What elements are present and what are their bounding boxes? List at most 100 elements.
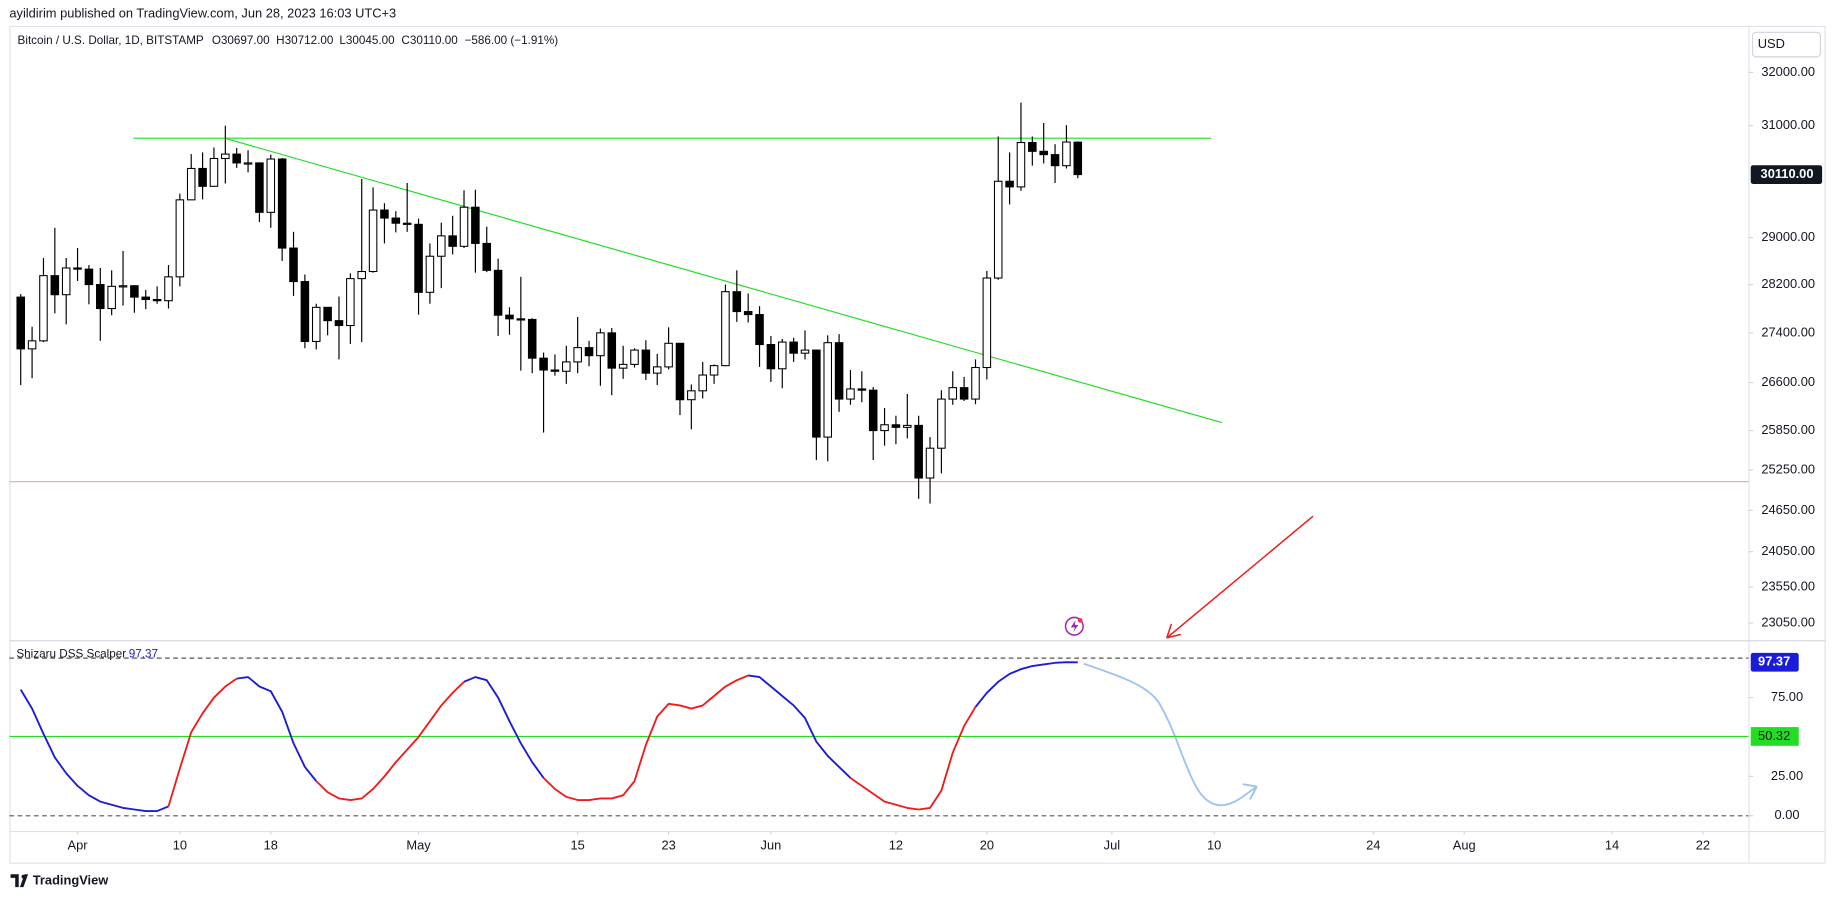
- candle-body: [527, 318, 537, 359]
- candle-body: [186, 167, 196, 201]
- indicator-line: [236, 676, 317, 782]
- candle-body: [937, 398, 946, 449]
- candle-body: [357, 270, 366, 280]
- candle-body: [107, 285, 116, 310]
- candle-body: [607, 332, 617, 369]
- candle-body: [448, 235, 457, 247]
- candle-body: [96, 284, 105, 310]
- candle-body: [641, 349, 651, 374]
- time-tick-label: 18: [264, 838, 278, 853]
- price-tick-label: 29000.00: [1761, 229, 1815, 244]
- candle-body: [812, 349, 821, 438]
- candle-body: [675, 342, 685, 401]
- candle-body: [73, 267, 82, 270]
- currency-button[interactable]: [1751, 31, 1821, 58]
- time-tick-label: 20: [980, 838, 994, 853]
- candle-body: [903, 424, 912, 428]
- event-icon[interactable]: [1064, 616, 1084, 636]
- price-tick-label: 28200.00: [1761, 276, 1815, 291]
- candle-body: [243, 162, 253, 165]
- candle-body: [118, 285, 128, 288]
- candle-body: [743, 311, 753, 316]
- candle-body: [868, 389, 878, 432]
- indicator-line: [542, 674, 749, 801]
- candle-body: [664, 342, 673, 368]
- time-tick-label: 22: [1696, 838, 1710, 853]
- candle-body: [380, 209, 389, 219]
- candle-body: [346, 278, 355, 327]
- candle-body: [1005, 180, 1014, 188]
- time-tick-label: 23: [661, 838, 675, 853]
- candle-body: [516, 318, 526, 321]
- indicator-line: [315, 681, 465, 801]
- candle-body: [50, 275, 60, 296]
- candle-body: [175, 199, 185, 278]
- candle-body: [857, 388, 867, 391]
- candle-body: [289, 247, 298, 283]
- projection-curve: [1083, 662, 1258, 807]
- candle-body: [437, 235, 446, 257]
- currency-label[interactable]: USD: [1758, 36, 1785, 51]
- candle-body: [982, 277, 992, 369]
- candle-body: [891, 424, 901, 428]
- candle-body: [834, 342, 844, 400]
- candle-body: [39, 275, 48, 342]
- last-price-label: 30110.00: [1761, 166, 1814, 181]
- indicator-legend-value: 97.37: [129, 647, 158, 660]
- indicator-tick-label: 0.00: [1775, 807, 1800, 822]
- time-tick-label: 12: [889, 838, 903, 853]
- indicator-line: [849, 706, 977, 811]
- price-tick-label: 24650.00: [1761, 502, 1815, 517]
- candle-body: [300, 281, 310, 342]
- candle-body: [505, 314, 514, 320]
- candle-body: [652, 366, 662, 374]
- chart-frame: [9, 25, 1826, 864]
- time-tick-label: Jun: [761, 838, 782, 853]
- red-arrow: [1166, 515, 1314, 639]
- candle-body: [698, 374, 707, 392]
- candle-body: [971, 366, 980, 400]
- candle-body: [993, 180, 1003, 279]
- candle-body: [959, 387, 969, 400]
- candle-body: [414, 223, 423, 293]
- price-tick-label: 25850.00: [1761, 422, 1815, 437]
- candle-body: [721, 291, 730, 367]
- indicator-value-box: [1750, 652, 1799, 672]
- time-tick-label: 15: [571, 838, 585, 853]
- candle-body: [823, 342, 833, 438]
- candle-body: [232, 153, 241, 164]
- candle-body: [777, 341, 787, 370]
- candle-body: [277, 158, 287, 249]
- candle-body: [334, 320, 344, 327]
- candle-body: [914, 424, 923, 479]
- open-legend: O30697.00: [212, 34, 270, 47]
- candle-body: [948, 387, 958, 400]
- indicator-line: [19, 689, 169, 813]
- price-tick-label: 27400.00: [1761, 324, 1815, 339]
- time-tick-label: Apr: [68, 838, 89, 853]
- indicator-tick-label: 25.00: [1771, 768, 1803, 783]
- candle-body: [61, 267, 71, 296]
- level-label-box: [1750, 727, 1799, 746]
- candle-body: [596, 332, 605, 357]
- candle-body: [311, 306, 321, 342]
- candle-body: [84, 268, 94, 286]
- candle-body: [1050, 154, 1060, 167]
- candle-body: [1028, 142, 1037, 152]
- candle-body: [164, 276, 173, 302]
- candle-body: [198, 167, 207, 187]
- candle-body: [152, 298, 162, 302]
- candle-body: [709, 365, 719, 376]
- change-legend: −586.00 (−1.91%): [465, 34, 559, 47]
- time-tick-label: 14: [1605, 838, 1619, 853]
- indicator-line: [463, 676, 545, 779]
- high-legend: H30712.00: [276, 34, 334, 47]
- candle-body: [368, 209, 378, 273]
- candle-body: [1039, 150, 1048, 156]
- indicator-line: [167, 677, 238, 807]
- close-legend: C30110.00: [401, 34, 458, 47]
- time-tick-label: Jul: [1104, 838, 1120, 853]
- brand-name: TradingView: [33, 873, 110, 888]
- candle-body: [584, 347, 594, 357]
- indicator-line: [748, 674, 852, 779]
